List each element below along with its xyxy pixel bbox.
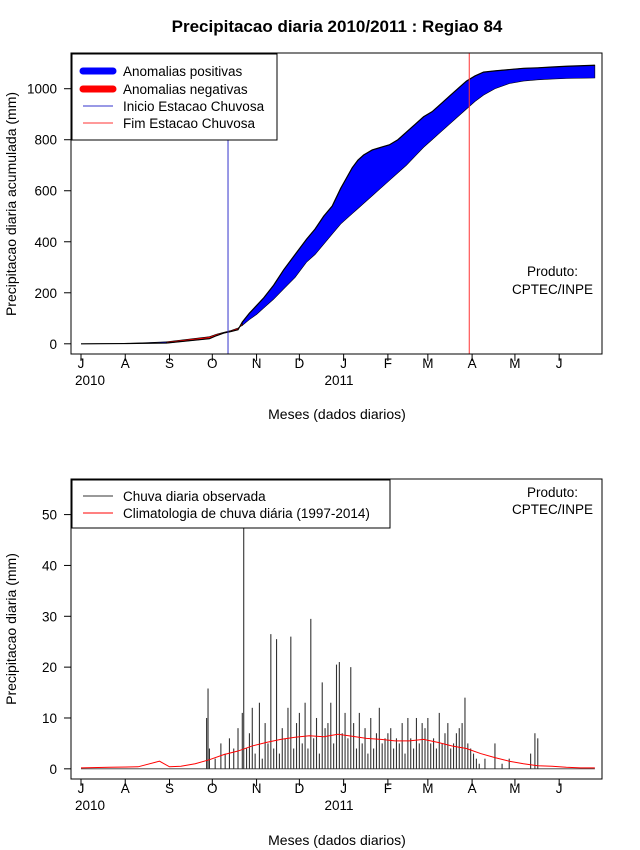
legend-climatology-label: Climatologia de chuva diária (1997-2014) bbox=[123, 506, 370, 521]
bottom-x-tick-label: J bbox=[556, 781, 563, 796]
top-x-tick-label: F bbox=[384, 356, 392, 371]
daily-data-layer bbox=[80, 524, 595, 770]
bottom-x-tick-label: M bbox=[509, 781, 520, 796]
top-x-tick-label: A bbox=[121, 356, 130, 371]
top-x-tick-label: D bbox=[295, 356, 305, 371]
cumulative-panel: 0 200 400 600 800 1000 J A S O N D J F M A M J 2010 2011… bbox=[3, 52, 603, 422]
top-produto-label: Produto: bbox=[527, 264, 578, 279]
cumulative-legend: Anomalias positivas Anomalias negativas … bbox=[71, 53, 278, 141]
top-y-tick-label: 0 bbox=[49, 337, 57, 352]
top-x-tick-label: M bbox=[422, 356, 433, 371]
top-y-tick-label: 1000 bbox=[27, 82, 57, 97]
bottom-x-tick-label: D bbox=[295, 781, 305, 796]
bottom-x-tick-label: J bbox=[78, 781, 85, 796]
legend-observed-label: Chuva diaria observada bbox=[123, 489, 266, 504]
bottom-y-tick-label: 20 bbox=[42, 660, 57, 675]
top-y-tick-label: 200 bbox=[34, 286, 57, 301]
cumulative-plot-frame bbox=[70, 52, 603, 355]
top-y-tick-label: 400 bbox=[34, 235, 57, 250]
bottom-y-tick-label: 0 bbox=[49, 762, 57, 777]
bottom-x-tick-label: J bbox=[340, 781, 347, 796]
bottom-y-tick-label: 50 bbox=[42, 508, 57, 523]
legend-onset-label: Inicio Estacao Chuvosa bbox=[123, 99, 265, 114]
bottom-x-tick-label: M bbox=[422, 781, 433, 796]
bottom-y-tick-label: 10 bbox=[42, 711, 57, 726]
bottom-x-tick-label: S bbox=[165, 781, 174, 796]
bottom-y-axis-label: Precipitacao diaria (mm) bbox=[3, 553, 19, 705]
observed-cumulative-line bbox=[80, 64, 595, 345]
bottom-x-tick-label: F bbox=[384, 781, 392, 796]
daily-y-axis: 0 10 20 30 40 50 bbox=[42, 508, 71, 777]
top-x-tick-label: S bbox=[165, 356, 174, 371]
legend-negative-label: Anomalias negativas bbox=[123, 82, 248, 97]
top-year-label-2010: 2010 bbox=[75, 373, 105, 388]
bottom-y-tick-label: 30 bbox=[42, 609, 57, 624]
top-x-tick-label: N bbox=[252, 356, 262, 371]
bottom-year-label-2011: 2011 bbox=[324, 798, 353, 813]
bottom-x-tick-label: O bbox=[207, 781, 218, 796]
legend-positive-label: Anomalias positivas bbox=[123, 64, 243, 79]
bottom-produto-label: Produto: bbox=[527, 485, 578, 500]
top-y-axis-label: Precipitacao diaria acumulada (mm) bbox=[3, 92, 19, 316]
bottom-x-axis-label: Meses (dados diarios) bbox=[268, 832, 406, 848]
figure-title: Precipitacao diaria 2010/2011 : Regiao 8… bbox=[172, 17, 503, 36]
top-x-tick-label: A bbox=[468, 356, 477, 371]
daily-legend: Chuva diaria observada Climatologia de c… bbox=[71, 479, 391, 529]
cumulative-y-axis: 0 200 400 600 800 1000 bbox=[27, 82, 71, 352]
bottom-year-label-2010: 2010 bbox=[75, 798, 105, 813]
top-y-tick-label: 800 bbox=[34, 133, 57, 148]
bottom-x-tick-label: A bbox=[121, 781, 130, 796]
legend-end-label: Fim Estacao Chuvosa bbox=[123, 116, 256, 131]
bottom-x-tick-label: N bbox=[252, 781, 262, 796]
top-produto-source: CPTEC/INPE bbox=[512, 282, 593, 297]
top-year-label-2011: 2011 bbox=[324, 373, 353, 388]
negative-anomaly-area-1 bbox=[166, 320, 243, 344]
climatology-daily-line bbox=[80, 733, 595, 769]
bottom-produto-source: CPTEC/INPE bbox=[512, 502, 593, 517]
top-x-tick-label: J bbox=[556, 356, 563, 371]
top-y-tick-label: 600 bbox=[34, 184, 57, 199]
daily-plot-frame bbox=[70, 478, 603, 780]
top-x-tick-label: J bbox=[340, 356, 347, 371]
bottom-y-tick-label: 40 bbox=[42, 558, 57, 573]
top-x-tick-label: O bbox=[207, 356, 218, 371]
bottom-x-tick-label: A bbox=[468, 781, 477, 796]
daily-legend-box bbox=[71, 479, 391, 529]
daily-panel: 0 10 20 30 40 50 J A S O N D J F M A M J 2010 2011 Meses… bbox=[3, 478, 603, 848]
top-x-tick-label: J bbox=[78, 356, 85, 371]
top-x-axis-label: Meses (dados diarios) bbox=[268, 406, 406, 422]
top-x-tick-label: M bbox=[509, 356, 520, 371]
